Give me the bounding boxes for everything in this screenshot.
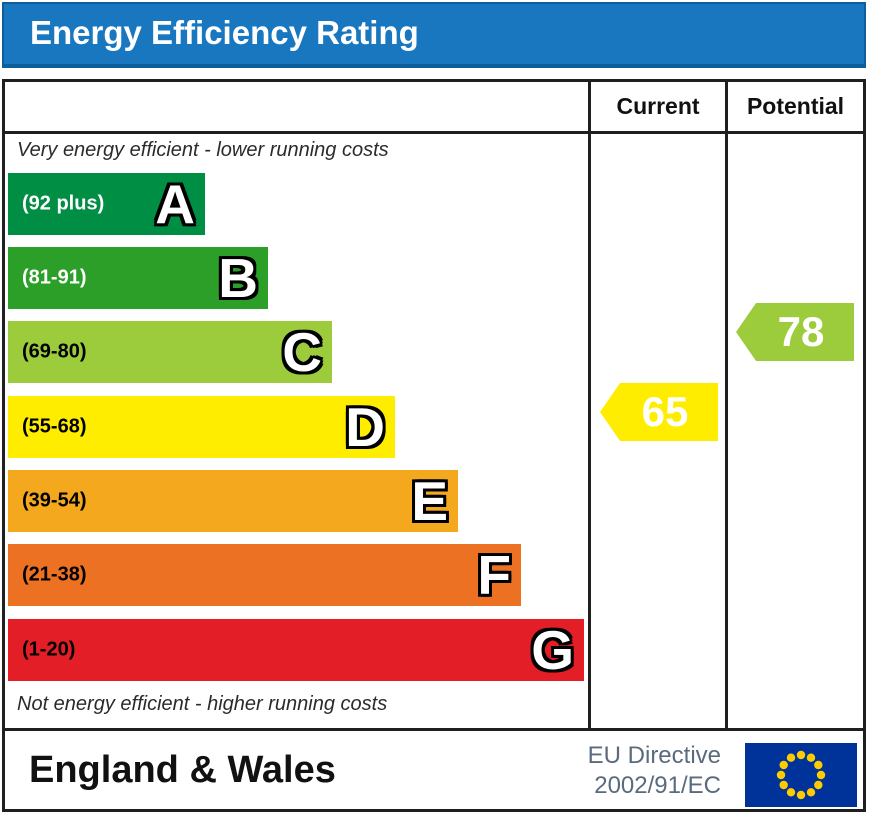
top-note: Very energy efficient - lower running co… [17,139,389,161]
band-c-range: (69-80) [22,340,87,363]
band-a: (92 plus) A [8,173,205,235]
band-b: (81-91) B [8,247,268,309]
band-c: (69-80) C [8,321,332,383]
band-a-letter: A [155,173,195,235]
current-column-header: Current [616,93,700,119]
band-g-range: (1-20) [22,638,76,661]
potential-column-header: Potential [746,93,845,119]
band-d-letter: D [345,396,385,458]
band-f-letter: F [477,544,511,606]
eu-flag-icon [745,743,857,807]
band-b-letter: B [218,247,258,309]
current-rating-pointer: 65 [600,383,718,441]
potential-rating-pointer: 78 [736,303,854,361]
column-header-row: Current Potential [5,82,863,134]
title-bar: Energy Efficiency Rating [2,2,866,68]
eu-directive-line2: 2002/91/EC [594,772,721,799]
current-rating-value: 65 [641,388,689,435]
band-e-range: (39-54) [22,489,87,512]
bottom-note: Not energy efficient - higher running co… [17,693,388,715]
band-b-range: (81-91) [22,266,87,289]
band-d-range: (55-68) [22,415,87,438]
band-e-letter: E [411,470,448,532]
band-d: (55-68) D [8,396,395,458]
band-g: (1-20) G [8,619,584,681]
band-a-range: (92 plus) [22,192,105,215]
band-g-letter: G [531,619,574,681]
region-label: England & Wales [29,749,336,791]
current-column-divider [588,82,591,731]
potential-column-divider [725,82,728,731]
band-e: (39-54) E [8,470,458,532]
page-title: Energy Efficiency Rating [30,14,419,51]
eu-directive-line1: EU Directive [587,742,721,769]
footer-row: England & Wales EU Directive 2002/91/EC [5,728,863,809]
eu-directive-label: EU Directive 2002/91/EC [588,741,721,801]
band-f: (21-38) F [8,544,521,606]
chart-frame: Current Potential Very energy efficient … [2,79,866,812]
band-c-letter: C [282,321,322,383]
band-f-range: (21-38) [22,563,87,586]
potential-rating-value: 78 [777,308,825,355]
